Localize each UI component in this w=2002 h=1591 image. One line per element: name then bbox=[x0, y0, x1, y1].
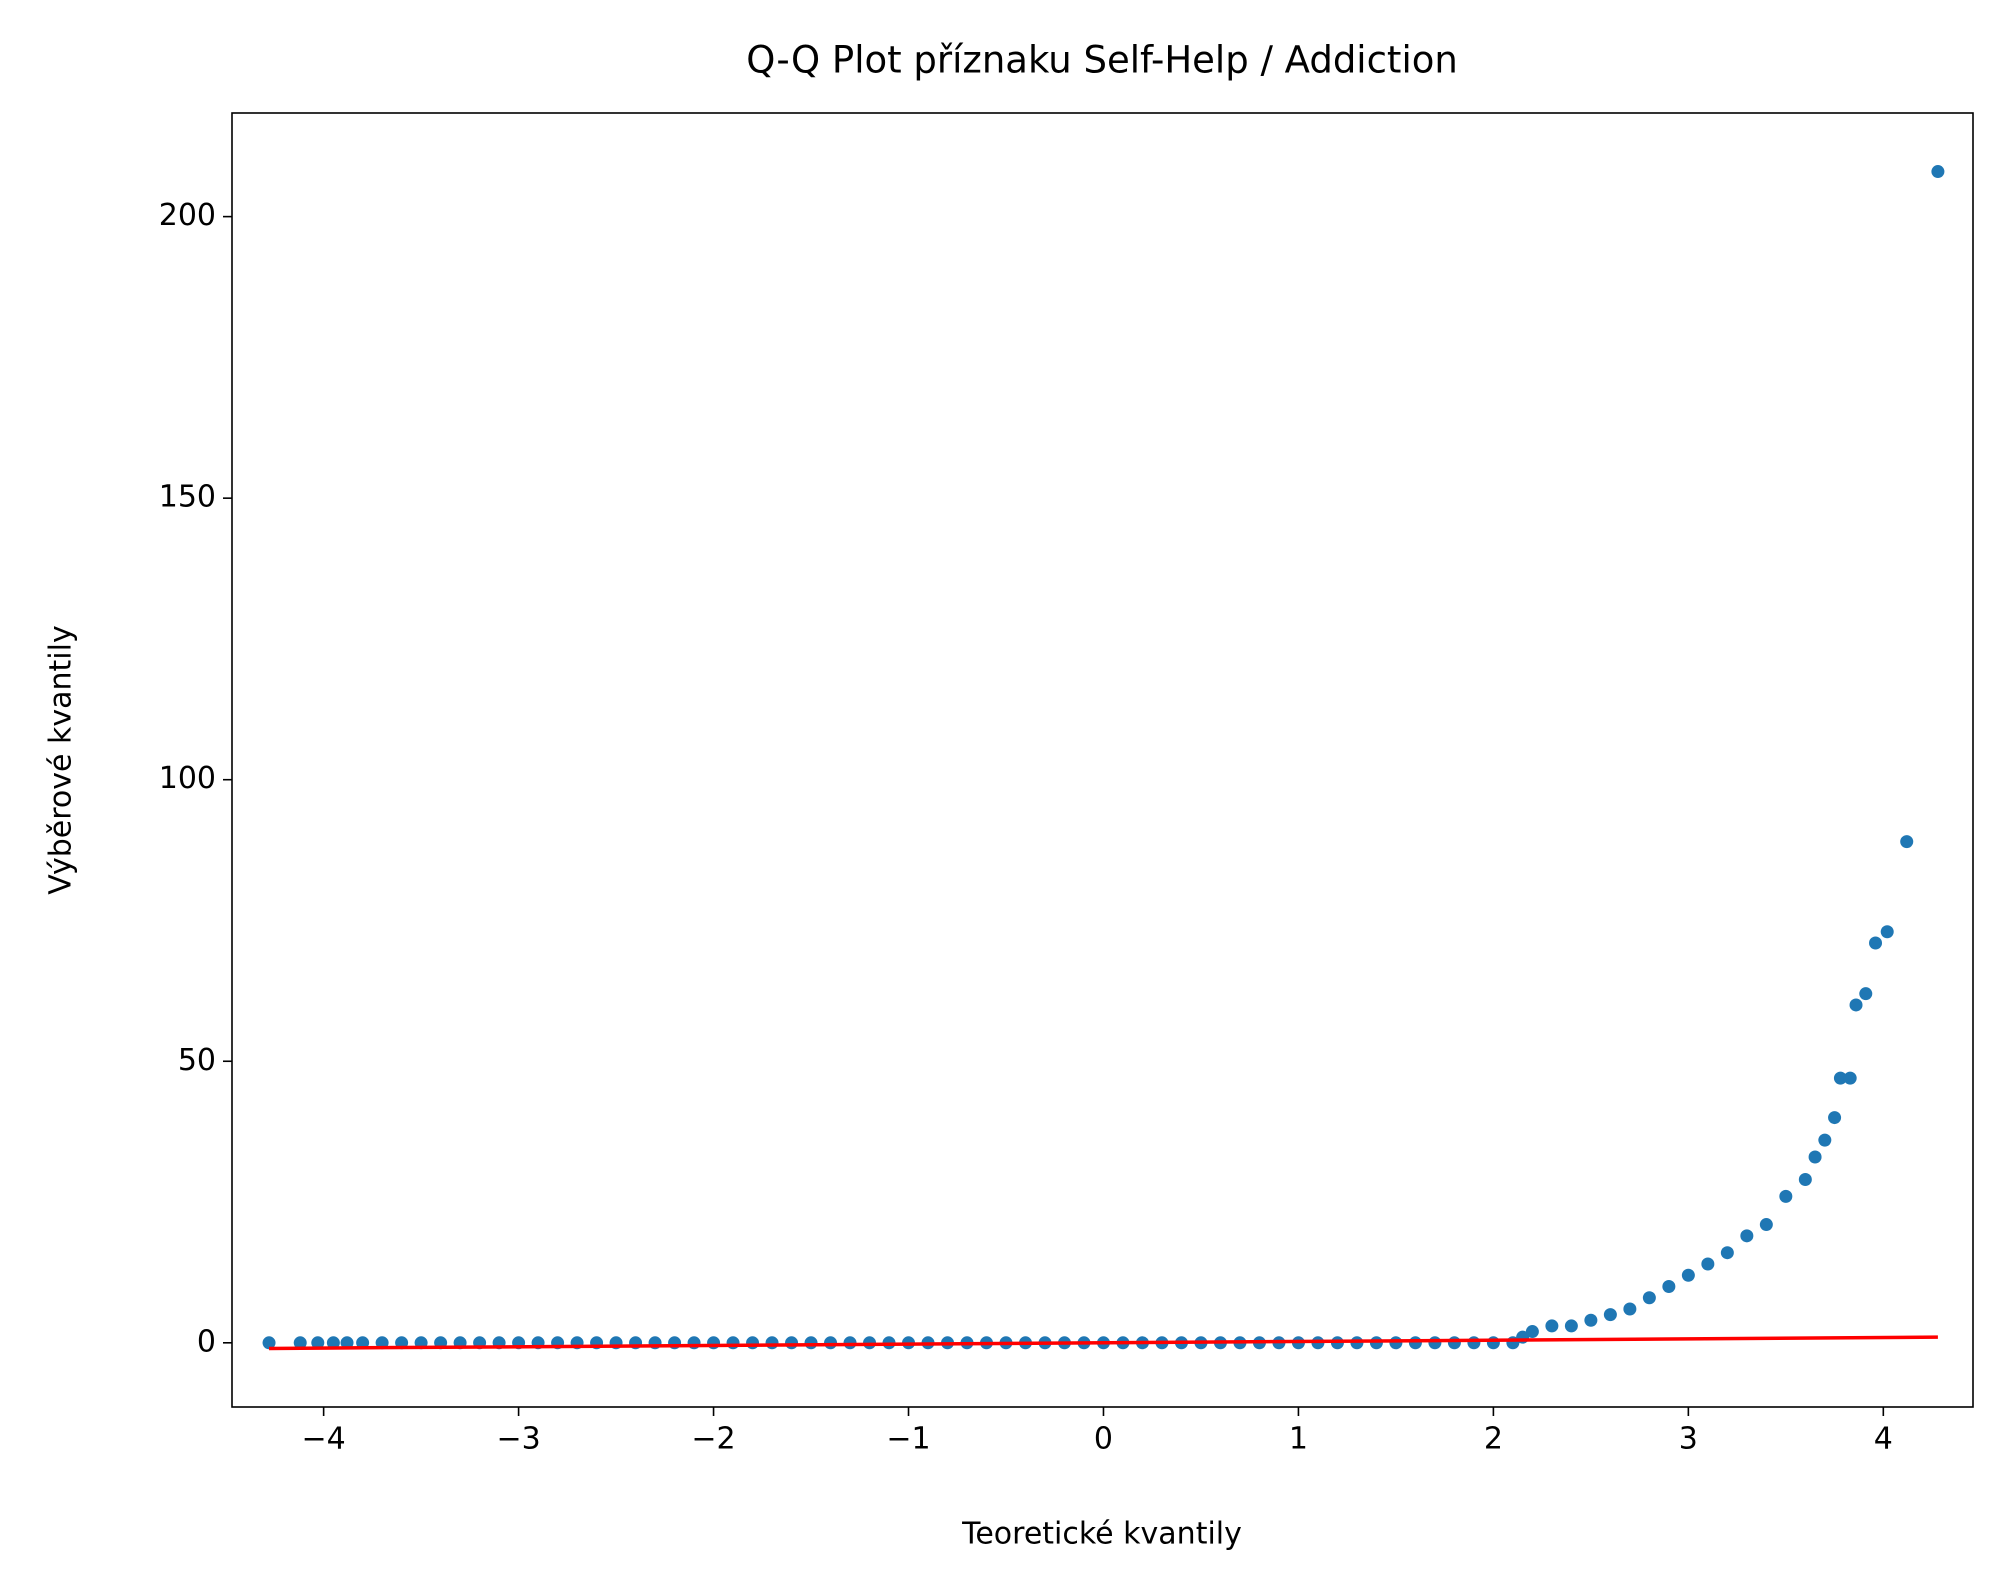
x-tick-label: 4 bbox=[1874, 1422, 1893, 1457]
point bbox=[1701, 1257, 1715, 1271]
point bbox=[1369, 1336, 1383, 1350]
point bbox=[1859, 987, 1873, 1001]
y-axis-label: Výběrové kvantily bbox=[44, 625, 79, 894]
point bbox=[746, 1336, 760, 1350]
point bbox=[1931, 165, 1945, 179]
point bbox=[1408, 1336, 1422, 1350]
point bbox=[1467, 1336, 1481, 1350]
point bbox=[1843, 1071, 1857, 1085]
y-tick-label: 100 bbox=[159, 761, 216, 796]
point bbox=[785, 1336, 799, 1350]
point bbox=[1833, 1071, 1847, 1085]
point bbox=[1389, 1336, 1403, 1350]
point bbox=[1880, 925, 1894, 939]
point bbox=[1849, 998, 1863, 1012]
point bbox=[765, 1336, 779, 1350]
point bbox=[262, 1336, 276, 1350]
point bbox=[707, 1336, 721, 1350]
point bbox=[1486, 1336, 1500, 1350]
point bbox=[1779, 1189, 1793, 1203]
point bbox=[1900, 835, 1914, 849]
x-tick-label: −2 bbox=[691, 1422, 735, 1457]
point bbox=[340, 1336, 354, 1350]
point bbox=[1869, 936, 1883, 950]
point bbox=[687, 1336, 701, 1350]
x-tick-label: −4 bbox=[302, 1422, 346, 1457]
x-tick-label: 3 bbox=[1679, 1422, 1698, 1457]
point bbox=[1642, 1291, 1656, 1305]
y-tick-label: 150 bbox=[159, 480, 216, 515]
point bbox=[726, 1336, 740, 1350]
point bbox=[1740, 1229, 1754, 1243]
point bbox=[1545, 1319, 1559, 1333]
point bbox=[1428, 1336, 1442, 1350]
point bbox=[1564, 1319, 1578, 1333]
point bbox=[1662, 1279, 1676, 1293]
point bbox=[1681, 1268, 1695, 1282]
point bbox=[1759, 1218, 1773, 1232]
point bbox=[1584, 1313, 1598, 1327]
y-tick-label: 50 bbox=[178, 1043, 216, 1078]
point bbox=[1603, 1308, 1617, 1322]
x-axis-label: Teoretické kvantily bbox=[961, 1517, 1242, 1552]
point bbox=[1623, 1302, 1637, 1316]
point bbox=[1447, 1336, 1461, 1350]
line bbox=[269, 1335, 1938, 1351]
point bbox=[293, 1336, 307, 1350]
point bbox=[804, 1336, 818, 1350]
point bbox=[1828, 1111, 1842, 1125]
chart-title: Q-Q Plot příznaku Self-Help / Addiction bbox=[746, 39, 1458, 82]
point bbox=[326, 1336, 340, 1350]
plot-frame bbox=[231, 112, 1974, 1408]
point bbox=[311, 1336, 325, 1350]
x-tick-label: −1 bbox=[886, 1422, 930, 1457]
x-tick-label: 2 bbox=[1484, 1422, 1503, 1457]
y-tick-label: 200 bbox=[159, 198, 216, 233]
point bbox=[1808, 1150, 1822, 1164]
x-tick-label: 1 bbox=[1289, 1422, 1308, 1457]
point bbox=[1720, 1246, 1734, 1260]
x-tick-label: −3 bbox=[496, 1422, 540, 1457]
y-tick-label: 0 bbox=[197, 1324, 216, 1359]
point bbox=[1798, 1173, 1812, 1187]
point bbox=[1525, 1325, 1539, 1339]
x-tick-label: 0 bbox=[1094, 1422, 1113, 1457]
point bbox=[824, 1336, 838, 1350]
point bbox=[1818, 1133, 1832, 1147]
